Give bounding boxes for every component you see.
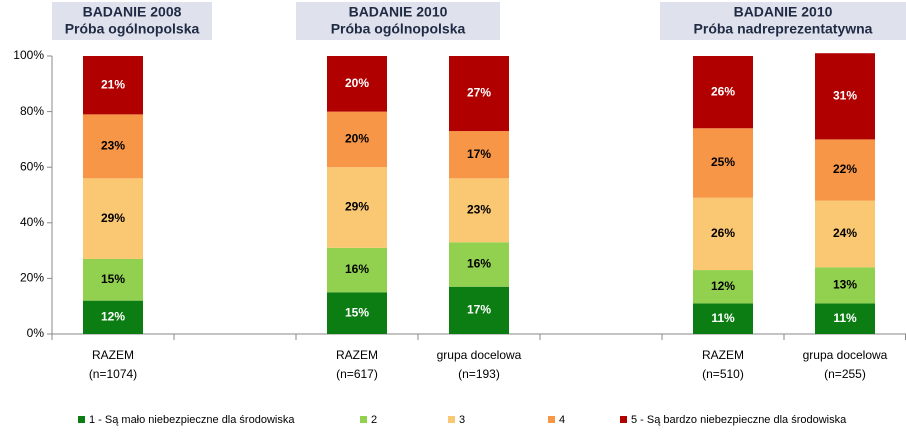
header-text: BADANIE 2010: [349, 4, 448, 20]
legend-label: 3: [459, 414, 465, 426]
x-tick-label: grupa docelowa: [803, 348, 888, 362]
value-label: 15%: [101, 272, 125, 286]
bar-segment: [815, 53, 875, 140]
value-label: 17%: [467, 147, 491, 161]
legend-label: 4: [559, 414, 565, 426]
bar-segment: [327, 167, 387, 248]
bar-segment: [449, 56, 509, 132]
value-label: 15%: [345, 305, 369, 319]
header-box: [296, 2, 500, 40]
value-label: 22%: [833, 162, 857, 176]
x-tick-label: (n=617): [336, 367, 378, 381]
x-tick-label: RAZEM: [336, 348, 378, 362]
header-text: BADANIE 2010: [734, 4, 833, 20]
bar-segment: [693, 197, 753, 271]
y-tick-label: 40%: [20, 215, 44, 229]
value-label: 20%: [345, 132, 369, 146]
value-label: 12%: [101, 309, 125, 323]
bar-segment: [815, 303, 875, 334]
legend-label: 5 - Są bardzo niebezpieczne dla środowis…: [631, 414, 847, 426]
value-label: 25%: [711, 155, 735, 169]
bar-segment: [449, 178, 509, 243]
value-label: 23%: [467, 202, 491, 216]
bar-segment: [83, 114, 143, 179]
legend-label: 2: [371, 414, 377, 426]
bar-segment: [83, 178, 143, 259]
bar-segment: [693, 56, 753, 129]
bar-segment: [449, 286, 509, 334]
header-text: Próba ogólnopolska: [65, 21, 200, 37]
value-label: 23%: [101, 139, 125, 153]
value-label: 29%: [345, 200, 369, 214]
value-label: 20%: [345, 76, 369, 90]
bar-segment: [327, 292, 387, 334]
bar-segment: [327, 247, 387, 293]
value-label: 24%: [833, 226, 857, 240]
value-label: 16%: [467, 257, 491, 271]
bar-segment: [449, 242, 509, 287]
value-label: 12%: [711, 279, 735, 293]
bar-segment: [83, 300, 143, 334]
bar-segment: [693, 128, 753, 198]
value-label: 26%: [711, 226, 735, 240]
y-tick-label: 0%: [27, 326, 45, 340]
legend-swatch: [448, 416, 455, 423]
header-box: [52, 2, 212, 40]
bar-segment: [815, 139, 875, 201]
x-tick-label: (n=193): [458, 367, 500, 381]
x-tick-label: (n=510): [702, 367, 744, 381]
value-label: 26%: [711, 84, 735, 98]
value-label: 31%: [833, 88, 857, 102]
bar-segment: [693, 270, 753, 304]
value-label: 11%: [711, 311, 735, 325]
x-tick-label: RAZEM: [702, 348, 744, 362]
value-label: 17%: [467, 303, 491, 317]
legend-swatch: [548, 416, 555, 423]
bar-segment: [83, 258, 143, 301]
value-label: 16%: [345, 262, 369, 276]
bar-segment: [449, 131, 509, 179]
value-label: 27%: [467, 86, 491, 100]
x-tick-label: (n=255): [824, 367, 866, 381]
value-label: 21%: [101, 77, 125, 91]
value-label: 29%: [101, 211, 125, 225]
value-label: 11%: [833, 311, 857, 325]
legend-swatch: [78, 416, 85, 423]
y-tick-label: 60%: [20, 159, 44, 173]
x-tick-label: grupa docelowa: [437, 348, 522, 362]
y-tick-label: 100%: [13, 48, 44, 62]
x-tick-label: (n=1074): [89, 367, 137, 381]
bar-segment: [83, 56, 143, 115]
bar-segment: [815, 200, 875, 268]
header-text: Próba ogólnopolska: [331, 21, 466, 37]
y-tick-label: 80%: [20, 104, 44, 118]
bar-segment: [693, 303, 753, 334]
value-label: 13%: [833, 278, 857, 292]
bar-segment: [815, 267, 875, 304]
legend-swatch: [360, 416, 367, 423]
legend-label: 1 - Są mało niebezpieczne dla środowiska: [89, 414, 295, 426]
y-tick-label: 20%: [20, 271, 44, 285]
header-text: Próba nadreprezentatywna: [694, 21, 873, 37]
bar-segment: [327, 56, 387, 112]
header-box: [660, 2, 906, 40]
legend-swatch: [620, 416, 627, 423]
x-tick-label: RAZEM: [92, 348, 134, 362]
bar-segment: [327, 111, 387, 168]
header-text: BADANIE 2008: [83, 4, 182, 20]
